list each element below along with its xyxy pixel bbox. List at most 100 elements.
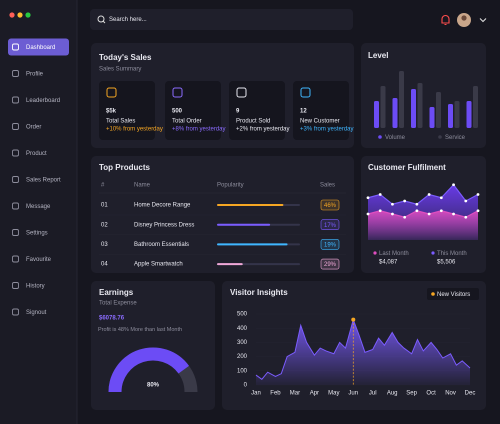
card-value: $5k	[106, 109, 117, 115]
fulfilment-point	[378, 209, 382, 213]
menu-item[interactable]: Sales Report	[26, 178, 61, 184]
sales-badge	[320, 199, 340, 211]
fulfilment-point	[366, 196, 370, 200]
panel-title: Visitor Insights	[230, 288, 288, 297]
avatar-face	[461, 15, 467, 21]
window-dot[interactable]	[25, 12, 31, 18]
sales-card	[99, 81, 155, 140]
card-label: Total Order	[172, 119, 202, 125]
menu-icon	[12, 229, 19, 236]
menu-icon	[12, 43, 19, 51]
earnings-amount: $6078.76	[99, 316, 125, 322]
fulfilment-point	[415, 202, 419, 206]
menu-item[interactable]: Product	[26, 151, 47, 157]
level-bar	[380, 86, 386, 128]
level-bar	[374, 101, 379, 128]
fulfilment-line	[367, 183, 479, 205]
panel	[91, 43, 354, 148]
level-bar	[417, 83, 423, 128]
search-icon	[97, 15, 105, 23]
card-change: +2% from yesterday	[236, 127, 290, 133]
legend-label: Volume	[385, 135, 406, 141]
menu-item[interactable]: Message	[26, 204, 51, 210]
search-bar[interactable]	[90, 9, 353, 30]
panel-title: Today's Sales	[99, 53, 152, 62]
menu-icon	[12, 149, 19, 157]
card-label: Total Sales	[106, 119, 135, 125]
menu-icon	[12, 255, 19, 263]
column-header: Name	[134, 183, 151, 189]
y-tick-label: 500	[237, 312, 248, 318]
sales-value: 46%	[324, 203, 337, 209]
x-tick-label: Aug	[387, 391, 398, 397]
row-name: Home Decore Range	[134, 203, 191, 209]
fulfilment-point	[403, 215, 407, 219]
fulfilment-point	[476, 193, 480, 196]
card-label: Product Sold	[236, 119, 270, 125]
earnings-note-box: Profit is 48% More than last Month	[98, 327, 182, 333]
row-name: Disney Princess Dress	[134, 222, 194, 228]
row-name: Apple Smartwatch	[134, 262, 183, 268]
menu-item[interactable]: Favourite	[26, 257, 52, 263]
fulfilment-point	[476, 209, 480, 213]
sales-badge	[320, 258, 340, 270]
menu-item[interactable]: Dashboard	[26, 45, 55, 51]
fulfilment-point	[378, 193, 382, 196]
window-dot[interactable]	[9, 12, 15, 18]
level-bar	[392, 98, 398, 128]
menu-item[interactable]: Profile	[26, 72, 44, 78]
visitor-chart: 0 100 200 300 400 500 Jan Feb Mar Apr May Jun Jul Aug…	[237, 312, 475, 397]
menu-icon	[12, 123, 19, 130]
gauge: 80%	[108, 347, 198, 393]
menu-item[interactable]: Leaderboard	[26, 98, 60, 104]
panel-title: Level	[368, 51, 388, 60]
panel-subtitle: Total Expense	[99, 301, 137, 307]
fulfilment-point	[403, 199, 407, 203]
menu-item[interactable]: Settings	[26, 231, 48, 237]
menu: Dashboard Profile Leaderboard Order Product S…	[8, 38, 69, 316]
x-tick-label: Feb	[270, 391, 281, 397]
fulfilment-point	[452, 183, 455, 187]
sales-card	[229, 81, 285, 140]
products-table: # Name Popularity Sales 01 Home Decore Range 4…	[99, 183, 346, 270]
card-value: 9	[236, 109, 240, 115]
window-dot[interactable]	[17, 12, 23, 18]
row-rank: 02	[101, 222, 108, 228]
sales-value: 19%	[324, 242, 337, 248]
menu-active[interactable]	[8, 38, 69, 56]
legend-dot	[431, 292, 435, 296]
fulfilment-point	[391, 212, 394, 216]
menu-item[interactable]: Signout	[26, 310, 47, 316]
popularity-bar	[217, 263, 243, 266]
sales-card	[293, 81, 349, 140]
bell-icon[interactable]	[441, 14, 450, 26]
fulfilment-point	[366, 212, 370, 216]
fulfilment-point	[391, 202, 394, 206]
menu-item[interactable]: Order	[26, 125, 41, 131]
card-icon	[106, 87, 117, 98]
sales-card	[165, 81, 221, 140]
chevron[interactable]	[479, 18, 487, 23]
y-tick-label: 200	[237, 354, 248, 360]
card-icon	[300, 87, 311, 98]
fulfilment-chart: Last Month $4,087 This Month $5,506	[366, 183, 480, 266]
level-bar	[411, 89, 416, 128]
x-tick-label: Jul	[369, 391, 377, 397]
menu-icon	[12, 70, 19, 77]
menu-icon	[12, 282, 19, 289]
highlight-point[interactable]	[351, 317, 356, 322]
gauge-label: 80%	[147, 383, 160, 389]
menu-icon	[12, 96, 19, 104]
fulfilment-area	[368, 210, 478, 240]
popularity-bar	[217, 204, 284, 206]
fulfilment-point	[439, 209, 443, 213]
row-name: Bathroom Essentials	[134, 242, 189, 248]
x-tick-label: Jun	[348, 391, 358, 397]
visitor-line	[255, 318, 471, 381]
legend-total: $5,506	[437, 260, 456, 266]
popularity-bar	[217, 243, 288, 246]
card-icon	[236, 87, 247, 98]
menu-item[interactable]: History	[26, 284, 45, 290]
